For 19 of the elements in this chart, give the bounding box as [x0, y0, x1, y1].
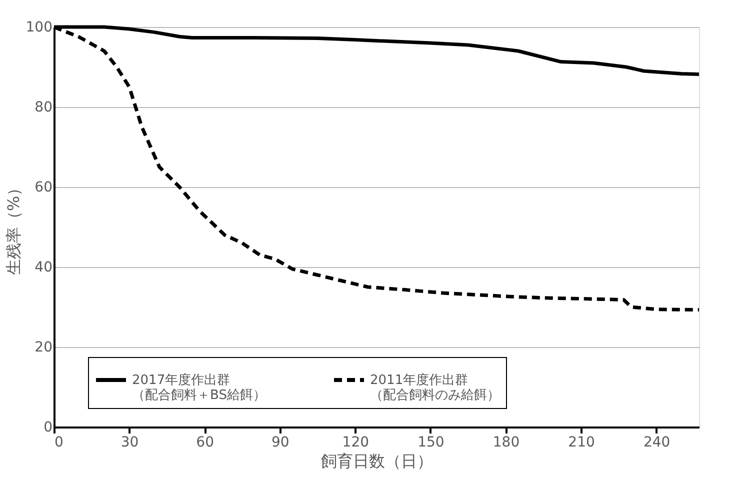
x-tick-label: 180: [492, 434, 520, 450]
x-tick-label: 210: [568, 434, 595, 450]
y-tick-label: 80: [34, 100, 52, 116]
legend-label: 2011年度作出群（配合飼料のみ給餌）: [370, 372, 500, 403]
x-tick-label: 150: [418, 434, 444, 450]
y-axis-title: 生残率（%）: [4, 180, 23, 276]
x-tick-label: 90: [271, 434, 290, 450]
y-tick-label: 0: [44, 420, 52, 436]
y-tick-label: 60: [34, 180, 52, 196]
x-tick-label: 120: [342, 434, 370, 450]
legend-label: 2017年度作出群（配合飼料＋BS給餌）: [132, 372, 266, 403]
x-axis-title: 飼育日数（日）: [321, 452, 433, 470]
y-tick-label: 100: [26, 20, 52, 36]
x-tick-label: 0: [54, 434, 64, 450]
x-tick-label: 30: [120, 434, 139, 450]
y-tick-label: 40: [34, 260, 52, 276]
x-tick-label: 240: [643, 434, 670, 450]
y-tick-label: 20: [34, 340, 52, 356]
x-tick-label: 60: [196, 434, 214, 450]
